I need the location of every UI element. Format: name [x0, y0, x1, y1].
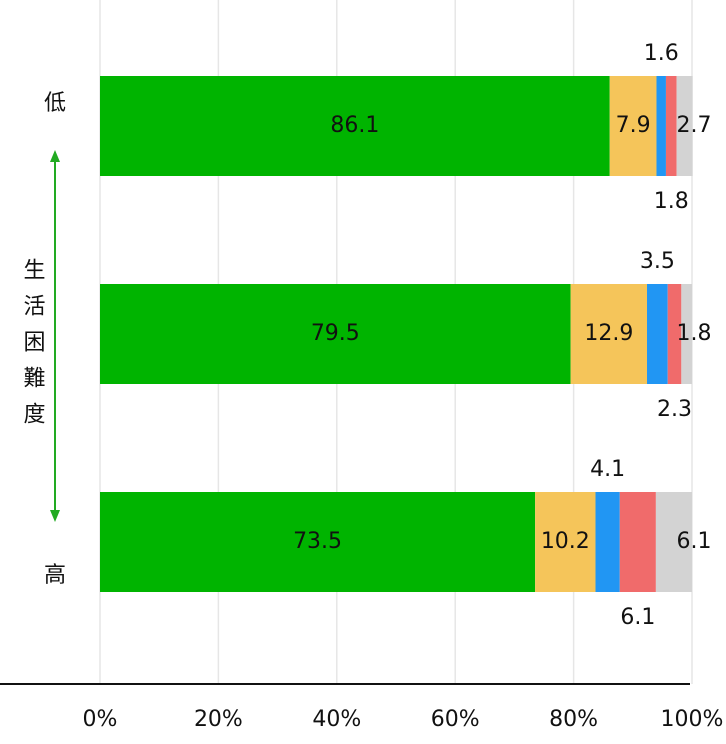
x-tick-label: 20%	[194, 707, 243, 732]
bar-segment	[656, 76, 666, 176]
bar-segment	[100, 284, 571, 384]
bar-segment	[667, 284, 682, 384]
bar-segment	[619, 492, 656, 592]
data-label: 10.2	[541, 529, 590, 554]
data-label: 79.5	[311, 321, 360, 346]
data-label: 6.1	[620, 605, 655, 630]
data-label: 73.5	[293, 529, 342, 554]
bar-segment	[647, 284, 668, 384]
x-tick-label: 100%	[661, 707, 724, 732]
data-label: 4.1	[590, 457, 625, 482]
side-label: 生活困難度	[20, 258, 46, 438]
x-tick-label: 80%	[549, 707, 598, 732]
arrow-head-down	[50, 510, 60, 522]
data-label: 86.1	[330, 113, 379, 138]
bar-segment	[609, 76, 657, 176]
data-label: 1.6	[644, 41, 679, 66]
bar-segment	[595, 492, 620, 592]
category-label: 低	[44, 91, 66, 116]
data-label: 2.7	[677, 113, 712, 138]
bar-segment	[100, 492, 536, 592]
category-label: 高	[44, 563, 66, 588]
data-label: 2.3	[657, 397, 692, 422]
bar-segment	[535, 492, 596, 592]
data-label: 3.5	[640, 249, 675, 274]
arrow-head-up	[50, 150, 60, 162]
data-label: 6.1	[677, 529, 712, 554]
data-label: 1.8	[654, 189, 689, 214]
x-tick-label: 60%	[431, 707, 480, 732]
data-label: 12.9	[584, 321, 633, 346]
x-tick-label: 0%	[83, 707, 118, 732]
bar-segment	[676, 76, 693, 176]
data-label: 1.8	[677, 321, 712, 346]
x-tick-label: 40%	[312, 707, 361, 732]
bar-segment	[655, 492, 692, 592]
bar-segment	[100, 76, 610, 176]
bar-segment	[681, 284, 692, 384]
bar-segment	[570, 284, 648, 384]
bar-segment	[665, 76, 677, 176]
data-label: 7.9	[616, 113, 651, 138]
